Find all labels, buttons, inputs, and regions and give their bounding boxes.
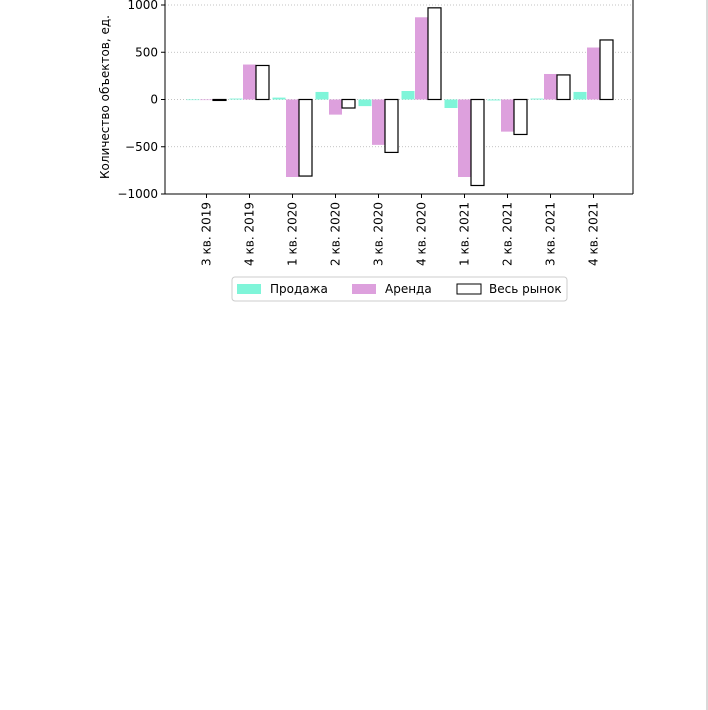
x-tick-label: 1 кв. 2020 (286, 202, 300, 266)
bar-sale (530, 98, 544, 100)
legend-swatch (456, 283, 482, 295)
bar-sale (444, 99, 458, 109)
x-tick-label: 3 кв. 2020 (372, 202, 386, 266)
legend-swatch (352, 284, 376, 294)
bar-rent (587, 47, 600, 100)
x-ticks: 3 кв. 2019 4 кв. 2019 1 кв. 2020 2 кв. 2020… (200, 194, 601, 266)
bar-rent (372, 99, 385, 145)
axes (164, 0, 634, 195)
bar-total (470, 98, 485, 187)
bar-total (212, 98, 227, 102)
bar-rent (286, 99, 299, 177)
bar-rent (501, 99, 514, 132)
bar-sale (487, 99, 501, 101)
x-tick-label: 1 кв. 2021 (458, 202, 472, 266)
legend-swatch (237, 284, 261, 294)
page-edge-divider (706, 0, 708, 710)
x-tick-label: 3 кв. 2019 (200, 202, 214, 266)
legend-label: Весь рынок (489, 282, 562, 296)
bar-sale (272, 97, 286, 100)
bar-total (427, 7, 442, 101)
bar-rent (329, 99, 342, 115)
y-tick-label: 1000 (127, 0, 158, 12)
bar-rent (544, 73, 557, 100)
x-tick-label: 4 кв. 2021 (587, 202, 601, 266)
y-axis-title: Количество объектов, ед. (98, 15, 112, 179)
bar-sale (573, 91, 587, 100)
bar-total (556, 74, 571, 101)
legend-box (231, 276, 568, 302)
bar-sale (401, 90, 415, 100)
bar-sale (315, 91, 329, 100)
bar-total (255, 64, 270, 101)
x-tick-label: 2 кв. 2021 (501, 202, 515, 266)
bar-rent (458, 99, 471, 177)
bar-total (298, 98, 313, 177)
bar-sale (358, 99, 372, 107)
y-tick-label: 500 (135, 45, 158, 59)
x-tick-label: 4 кв. 2020 (415, 202, 429, 266)
legend-label: Аренда (385, 282, 432, 296)
y-tick-label: 0 (150, 93, 158, 107)
bar-rent (243, 64, 256, 100)
bar-sale (229, 98, 243, 100)
bar-rent (415, 17, 428, 100)
bars (186, 7, 614, 187)
y-ticks: −1000 −500 0 500 1000 (117, 0, 165, 201)
x-tick-label: 2 кв. 2020 (329, 202, 343, 266)
bar-total (341, 98, 356, 109)
y-tick-label: −500 (125, 140, 158, 154)
x-tick-label: 3 кв. 2021 (544, 202, 558, 266)
legend-label: Продажа (270, 282, 328, 296)
bar-sale (186, 99, 200, 101)
y-tick-label: −1000 (117, 187, 158, 201)
legend: Продажа Аренда Весь рынок (231, 276, 568, 302)
x-tick-label: 4 кв. 2019 (243, 202, 257, 266)
bar-rent (200, 99, 213, 101)
bar-total (599, 39, 614, 101)
bar-total (384, 98, 399, 154)
bar-total (513, 98, 528, 136)
